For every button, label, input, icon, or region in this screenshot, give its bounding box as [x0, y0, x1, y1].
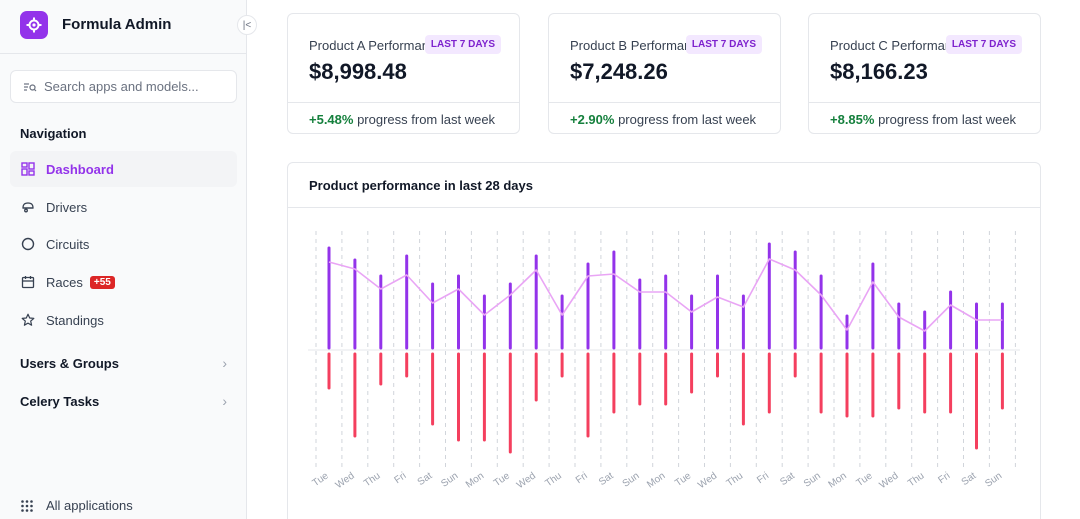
sidebar-item-label: Standings	[46, 312, 104, 328]
product-a-card: Product A Performance LAST 7 DAYS $8,998…	[287, 13, 520, 134]
x-tick-label: Mon	[826, 470, 848, 490]
x-tick-label: Sun	[802, 470, 823, 489]
search-box[interactable]	[10, 70, 237, 103]
search-icon	[24, 83, 37, 92]
progress-text: progress from last week	[614, 112, 757, 127]
x-tick-label: Fri	[393, 470, 409, 486]
x-tick-label: Sat	[597, 470, 616, 488]
card-title: Product C Performance	[830, 38, 966, 53]
card-footer: +5.48% progress from last week	[288, 102, 519, 133]
product-c-card: Product C Performance LAST 7 DAYS $8,166…	[808, 13, 1041, 134]
search-input[interactable]	[44, 71, 230, 102]
x-tick-label: Mon	[645, 470, 667, 490]
x-tick-label: Wed	[334, 470, 357, 491]
x-tick-label: Wed	[515, 470, 538, 491]
card-footer: +8.85% progress from last week	[809, 102, 1040, 133]
all-applications-label: All applications	[46, 498, 133, 513]
card-title: Product A Performance	[309, 38, 443, 53]
sidebar-item-races[interactable]: Races +55	[10, 264, 237, 300]
x-tick-label: Mon	[464, 470, 486, 490]
sidebar: Formula Admin |< Navigation Dashboard Dr…	[0, 0, 257, 519]
x-tick-label: Tue	[311, 470, 331, 489]
chevron-right-icon: ›	[222, 355, 227, 371]
sidebar-group-users-groups[interactable]: Users & Groups ›	[20, 355, 227, 371]
progress-text: progress from last week	[874, 112, 1017, 127]
sidebar-item-drivers[interactable]: Drivers	[10, 189, 237, 225]
sidebar-item-label: Drivers	[46, 199, 88, 215]
card-value: $8,166.23	[830, 59, 928, 84]
sidebar-item-standings[interactable]: Standings	[10, 302, 237, 338]
performance-chart: Tue Wed Thu Fri Sat Sun Mon Tue Wed Thu Fri Sat Sun M…	[308, 231, 1020, 491]
nav-heading: Navigation	[20, 126, 87, 141]
chevron-right-icon: ›	[222, 393, 227, 409]
x-tick-label: Thu	[362, 470, 382, 489]
x-tick-label: Wed	[696, 470, 719, 491]
app-title: Formula Admin	[62, 16, 172, 33]
chart-title: Product performance in last 28 days	[288, 163, 1040, 208]
sidebar-item-label: Circuits	[46, 236, 90, 252]
performance-chart-panel: Product performance in last 28 days Tue W…	[287, 162, 1041, 519]
x-tick-label: Sun	[983, 470, 1004, 489]
card-value: $8,998.48	[309, 59, 407, 84]
star-icon	[20, 312, 36, 328]
calendar-icon	[20, 274, 36, 290]
apps-grid-icon	[21, 499, 33, 512]
circle-icon	[20, 236, 36, 252]
x-tick-label: Sun	[439, 470, 460, 489]
x-tick-label: Tue	[854, 470, 874, 489]
x-tick-label: Fri	[755, 470, 771, 486]
races-count-badge: +55	[89, 275, 115, 289]
sidebar-item-label: Races	[46, 274, 83, 290]
progress-percent: +8.85%	[830, 112, 875, 127]
x-tick-label: Thu	[906, 470, 926, 489]
period-badge: LAST 7 DAYS	[685, 35, 762, 54]
x-tick-label: Fri	[936, 470, 952, 486]
card-title: Product B Performance	[570, 38, 706, 53]
x-tick-label: Thu	[543, 470, 563, 489]
progress-text: progress from last week	[353, 112, 496, 127]
group-label: Celery Tasks	[20, 393, 100, 409]
card-footer: +2.90% progress from last week	[549, 102, 780, 133]
x-tick-label: Fri	[574, 470, 590, 486]
card-value: $7,248.26	[570, 59, 668, 84]
sidebar-item-dashboard[interactable]: Dashboard	[10, 151, 237, 187]
brand-header: Formula Admin	[0, 0, 247, 54]
sidebar-item-circuits[interactable]: Circuits	[10, 226, 237, 262]
x-tick-label: Tue	[492, 470, 512, 489]
group-label: Users & Groups	[20, 355, 119, 371]
period-badge: LAST 7 DAYS	[424, 35, 501, 54]
trend-line	[328, 258, 1003, 332]
collapse-sidebar-icon[interactable]: |<	[237, 15, 257, 35]
x-tick-label: Thu	[725, 470, 745, 489]
x-tick-label: Wed	[878, 470, 901, 491]
sidebar-item-label: Dashboard	[46, 161, 114, 177]
x-tick-label: Sat	[778, 470, 797, 488]
product-b-card: Product B Performance LAST 7 DAYS $7,248…	[548, 13, 781, 134]
x-tick-label: Sat	[960, 470, 979, 488]
progress-percent: +5.48%	[309, 112, 354, 127]
period-badge: LAST 7 DAYS	[945, 35, 1022, 54]
all-applications-link[interactable]: All applications	[20, 498, 133, 513]
x-tick-label: Tue	[673, 470, 693, 489]
x-tick-label: Sun	[621, 470, 642, 489]
sidebar-group-celery-tasks[interactable]: Celery Tasks ›	[20, 393, 227, 409]
dashboard-icon	[20, 161, 36, 177]
steering-icon	[20, 199, 36, 215]
gear-icon[interactable]	[20, 11, 48, 39]
progress-percent: +2.90%	[570, 112, 615, 127]
x-tick-label: Sat	[416, 470, 435, 488]
